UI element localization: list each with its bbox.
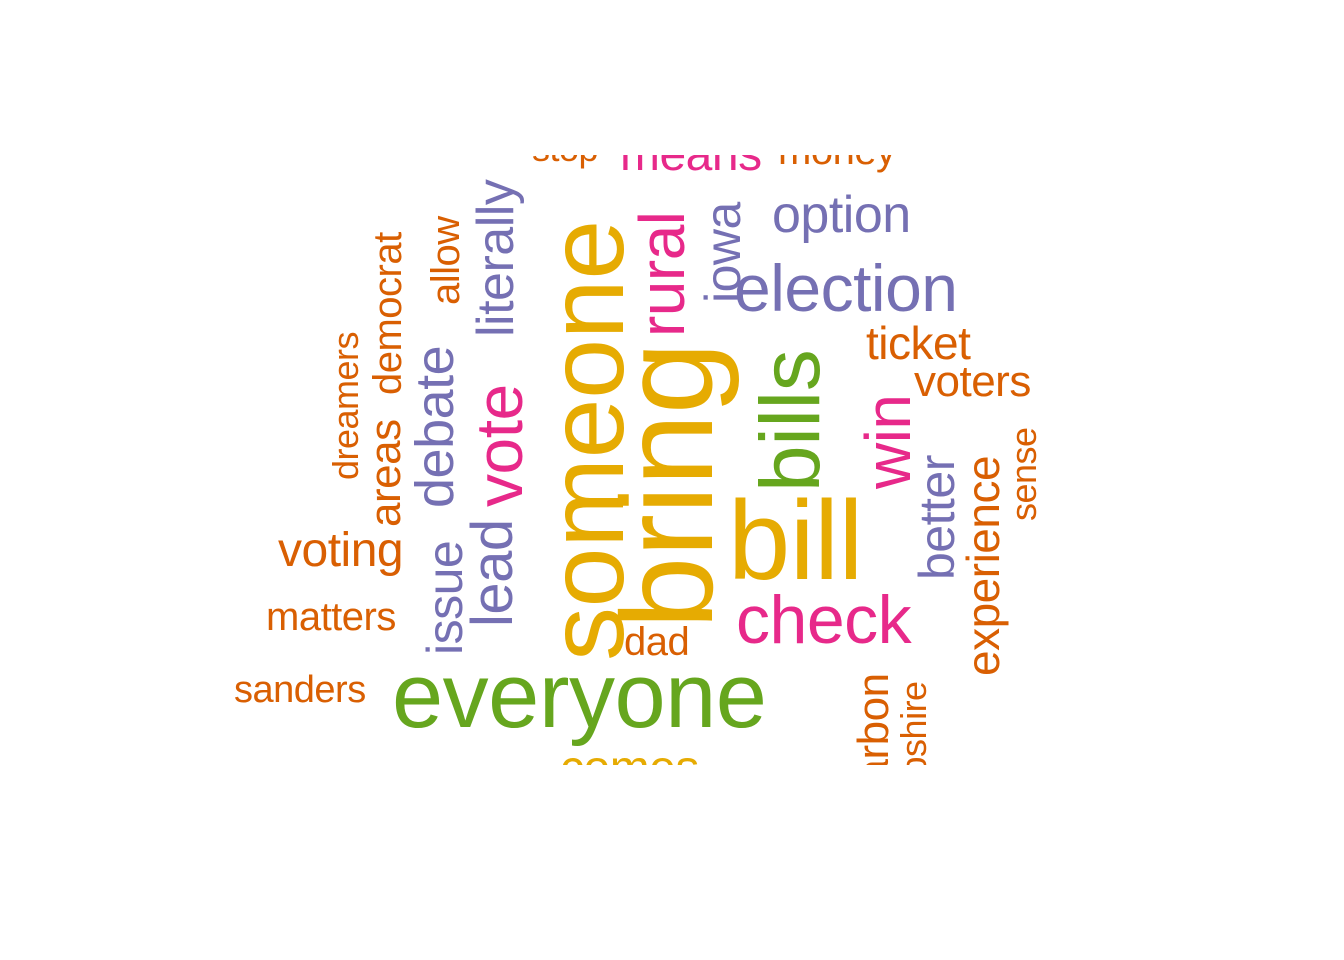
word-iowa: iowa (695, 202, 751, 303)
word-everyone: everyone (392, 645, 767, 747)
word-rural: rural (626, 211, 698, 337)
word-carbon: carbon (849, 673, 898, 765)
word-experience: experience (957, 455, 1009, 676)
word-dad: dad (624, 620, 690, 664)
word-matters: matters (266, 595, 396, 639)
word-cloud-area: someone bring everyone bill bills electi… (0, 155, 1344, 765)
word-bill: bill (728, 478, 863, 603)
word-allow: allow (424, 216, 468, 305)
word-ticket: ticket (866, 317, 971, 369)
word-vote: vote (462, 384, 536, 507)
word-comes: comes (560, 745, 699, 766)
word-bring: bring (594, 342, 740, 629)
word-better: better (909, 455, 965, 580)
word-bills: bills (743, 349, 837, 492)
word-debate: debate (405, 345, 465, 508)
word-stop: stop (532, 155, 599, 167)
word-voting: voting (278, 524, 404, 577)
word-means: means (620, 155, 762, 179)
word-check: check (736, 582, 912, 658)
word-voters: voters (914, 357, 1031, 406)
word-sanders: sanders (234, 669, 366, 711)
word-issue: issue (417, 540, 473, 655)
word-literally: literally (467, 179, 525, 337)
word-hampshire: hampshire (893, 681, 934, 765)
word-dreamers: dreamers (325, 331, 366, 480)
word-sense: sense (1003, 427, 1044, 521)
word-areas: areas (361, 419, 410, 527)
word-option: option (772, 186, 911, 244)
word-democrat: democrat (366, 232, 410, 395)
word-election: election (734, 251, 958, 325)
word-money: money (778, 155, 896, 171)
